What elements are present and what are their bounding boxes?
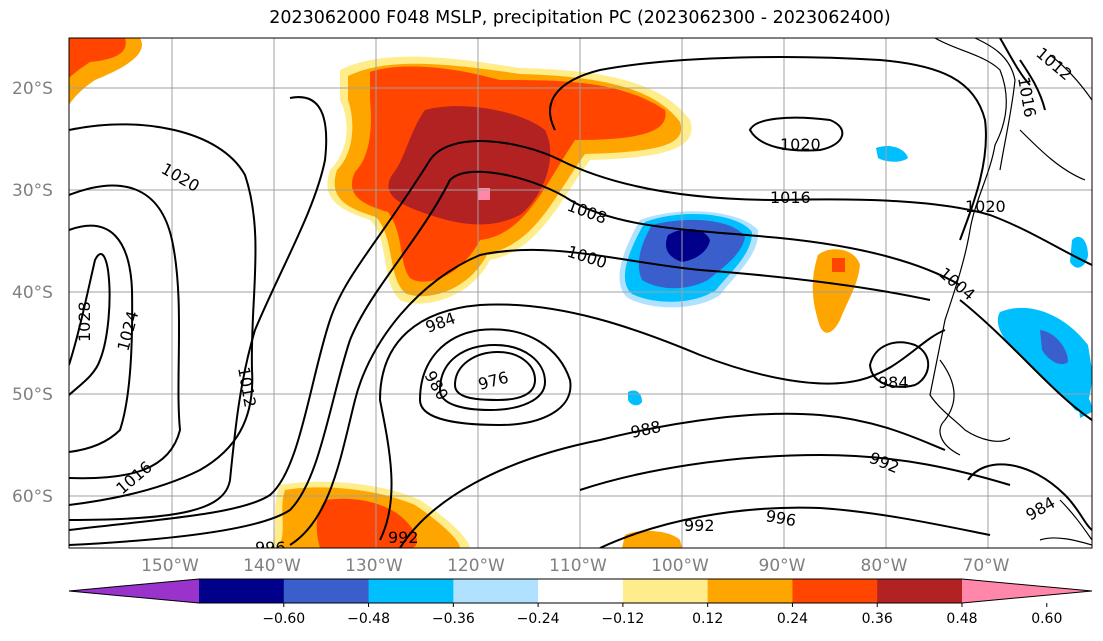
isobar-label: 1020 xyxy=(965,197,1006,216)
colorbar-tick-label: 0.36 xyxy=(862,611,893,627)
precip-positive-mid xyxy=(812,249,860,333)
isobar-label: 1020 xyxy=(780,135,821,154)
lon-label: 100°W xyxy=(651,556,709,576)
lon-label: 110°W xyxy=(549,556,607,576)
lon-label: 80°W xyxy=(861,556,908,576)
colorbar: −0.60 −0.48 −0.36 −0.24 −0.12 0.12 0.24 0.36 0.4… xyxy=(68,578,1093,627)
lat-label: 30°S xyxy=(12,181,53,201)
isobar-label: 984 xyxy=(878,373,909,392)
precip-negative-center xyxy=(619,211,759,308)
colorbar-bin xyxy=(199,579,285,603)
precip-positive-bottom xyxy=(270,481,682,548)
colorbar-tick-label: 0.60 xyxy=(1031,611,1062,627)
colorbar-bin xyxy=(283,579,370,603)
map-area: 1020 1028 1024 1012 1016 1008 1000 984 9… xyxy=(69,38,1092,557)
isobar-labels: 1020 1028 1024 1012 1016 1008 1000 984 9… xyxy=(75,44,1076,557)
lat-label: 20°S xyxy=(12,79,53,99)
lon-label: 140°W xyxy=(243,556,301,576)
lon-label: 90°W xyxy=(759,556,806,576)
precip-positive-tl xyxy=(69,38,142,105)
lat-label: 50°S xyxy=(12,385,53,405)
coastline xyxy=(929,38,1092,546)
colorbar-tick-label: −0.24 xyxy=(517,611,560,627)
colorbar-bin xyxy=(877,579,963,603)
colorbar-tick-label: 0.24 xyxy=(777,611,808,627)
lat-label: 40°S xyxy=(12,283,53,303)
colorbar-bin xyxy=(707,579,793,603)
colorbar-bin xyxy=(622,579,709,603)
colorbar-tick-label: −0.48 xyxy=(347,611,390,627)
isobar-label: 996 xyxy=(255,538,286,557)
map-title: 2023062000 F048 MSLP, precipitation PC (… xyxy=(269,8,891,28)
colorbar-extend-low xyxy=(69,579,199,603)
map-frame xyxy=(68,37,1093,549)
colorbar-tick-label: 0.48 xyxy=(946,611,977,627)
graticule xyxy=(69,38,1092,548)
colorbar-bin xyxy=(368,579,454,603)
longitude-labels: 150°W 140°W 130°W 120°W 110°W 100°W 90°W… xyxy=(141,556,1010,576)
lon-label: 120°W xyxy=(447,556,505,576)
colorbar-tick-label: −0.36 xyxy=(432,611,475,627)
isobar-label: 992 xyxy=(388,528,419,547)
colorbar-extend-high xyxy=(962,579,1092,603)
colorbar-tick-label: −0.12 xyxy=(601,611,644,627)
colorbar-tick-label: −0.60 xyxy=(262,611,305,627)
lon-label: 70°W xyxy=(963,556,1010,576)
lat-label: 60°S xyxy=(12,487,53,507)
isobar-label: 992 xyxy=(684,516,715,535)
isobar-label: 1028 xyxy=(75,301,94,342)
isobar-label: 1016 xyxy=(770,188,811,207)
colorbar-tick-label: 0.12 xyxy=(692,611,723,627)
colorbar-bin xyxy=(538,579,624,603)
lon-label: 130°W xyxy=(345,556,403,576)
colorbar-outline xyxy=(68,578,1093,604)
colorbar-bin xyxy=(453,579,539,603)
colorbar-bin xyxy=(792,579,878,603)
lon-label: 150°W xyxy=(141,556,199,576)
latitude-labels: 20°S 30°S 40°S 50°S 60°S xyxy=(12,79,53,507)
precip-positive-top xyxy=(327,56,692,304)
isobars xyxy=(69,38,1092,548)
